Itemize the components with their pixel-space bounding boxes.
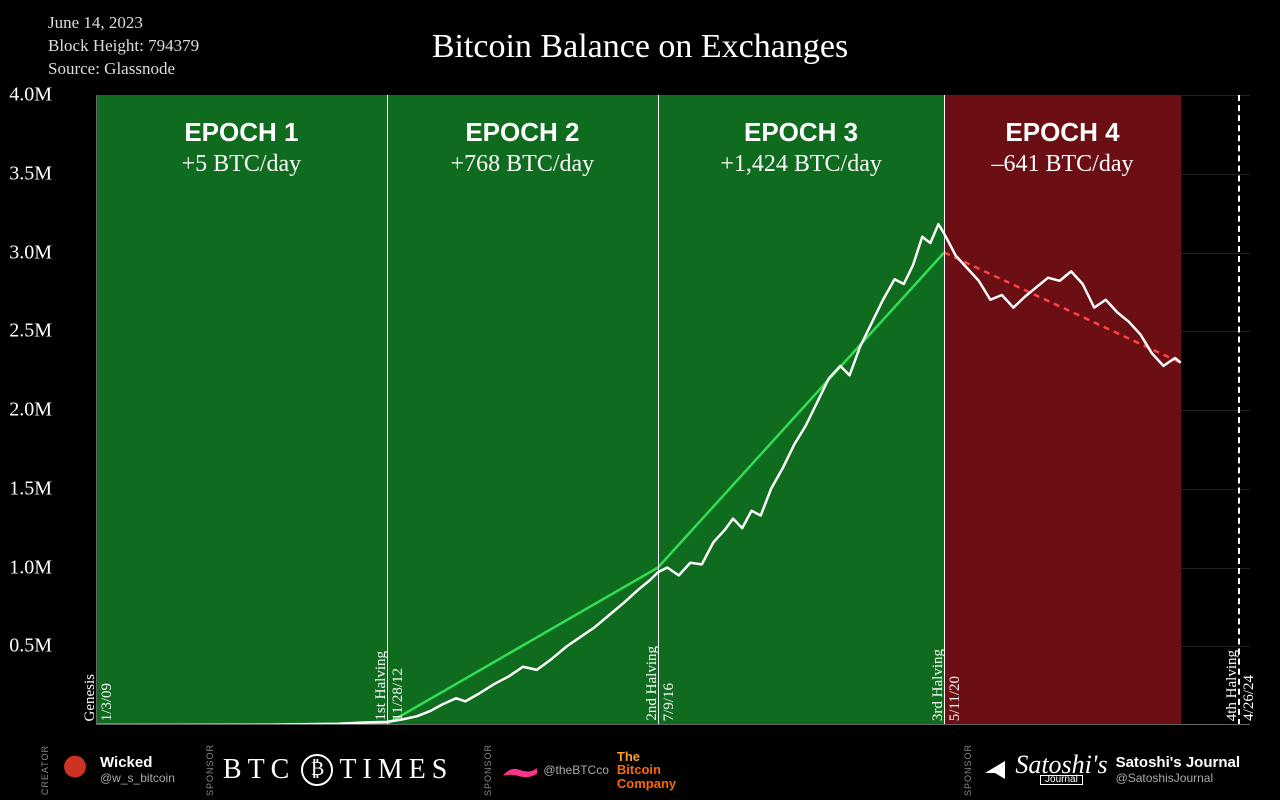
creator-credit: CREATOR Wicked @w_s_bitcoin xyxy=(40,745,175,795)
halving-date: 11/28/12 xyxy=(390,668,407,721)
y-tick-label: 0.5M xyxy=(9,635,60,658)
sponsor-satoshis: SPONSOR Satoshi's Journal Satoshi's Jour… xyxy=(963,744,1240,796)
halving-line-future xyxy=(1238,95,1240,725)
creator-avatar-icon xyxy=(58,753,92,787)
trend-line xyxy=(387,568,658,724)
y-tick-label: 1.5M xyxy=(9,477,60,500)
y-tick-label: 2.5M xyxy=(9,320,60,343)
chart-plot: EPOCH 1+5 BTC/dayEPOCH 2+768 BTC/dayEPOC… xyxy=(96,95,1250,725)
halving-date: 4/26/24 xyxy=(1241,675,1258,721)
y-tick-label: 3.0M xyxy=(9,241,60,264)
chart-svg xyxy=(96,95,1250,725)
tbc-handle: @theBTCco xyxy=(543,763,609,777)
halving-date: 1/3/09 xyxy=(99,683,116,721)
halving-label: Genesis xyxy=(82,674,99,722)
creator-name: Wicked xyxy=(100,754,175,771)
trend-line xyxy=(658,253,944,568)
y-tick-label: 1.0M xyxy=(9,556,60,579)
halving-date: 7/9/16 xyxy=(661,683,678,721)
halving-label: 3rd Halving xyxy=(930,649,947,721)
halving-line xyxy=(944,95,945,725)
trend-line xyxy=(944,253,1181,363)
halving-label: 4th Halving xyxy=(1224,650,1241,721)
tbc-name: The Bitcoin Company xyxy=(617,750,676,791)
sponsor-tbc: SPONSOR @theBTCco The Bitcoin Company xyxy=(483,744,676,796)
y-axis: 0.5M1.0M1.5M2.0M2.5M3.0M3.5M4.0M xyxy=(0,95,60,725)
halving-line xyxy=(658,95,659,725)
footer: CREATOR Wicked @w_s_bitcoin SPONSOR BTC₿… xyxy=(0,740,1280,800)
halving-label: 2nd Halving xyxy=(644,646,661,721)
y-tick-label: 4.0M xyxy=(9,84,60,107)
y-tick-label: 3.5M xyxy=(9,162,60,185)
megaphone-icon xyxy=(981,755,1011,785)
satoshis-handle: @SatoshisJournal xyxy=(1116,771,1240,785)
halving-date: 5/11/20 xyxy=(947,676,964,721)
balance-series-line xyxy=(96,224,1181,725)
chart-area: 0.5M1.0M1.5M2.0M2.5M3.0M3.5M4.0M EPOCH 1… xyxy=(48,95,1250,725)
satoshis-name: Satoshi's Journal xyxy=(1116,754,1240,771)
chart-title: Bitcoin Balance on Exchanges xyxy=(0,28,1280,66)
halving-line xyxy=(387,95,388,725)
btctimes-logo: BTC₿TIMES xyxy=(223,754,453,786)
halving-label: 1st Halving xyxy=(373,651,390,721)
sponsor-btctimes: SPONSOR BTC₿TIMES xyxy=(205,744,453,796)
lizard-icon xyxy=(501,758,539,782)
satoshis-logo: Satoshi's Journal xyxy=(981,755,1107,786)
y-tick-label: 2.0M xyxy=(9,399,60,422)
creator-handle: @w_s_bitcoin xyxy=(100,771,175,785)
btctimes-circle-icon: ₿ xyxy=(301,754,333,786)
